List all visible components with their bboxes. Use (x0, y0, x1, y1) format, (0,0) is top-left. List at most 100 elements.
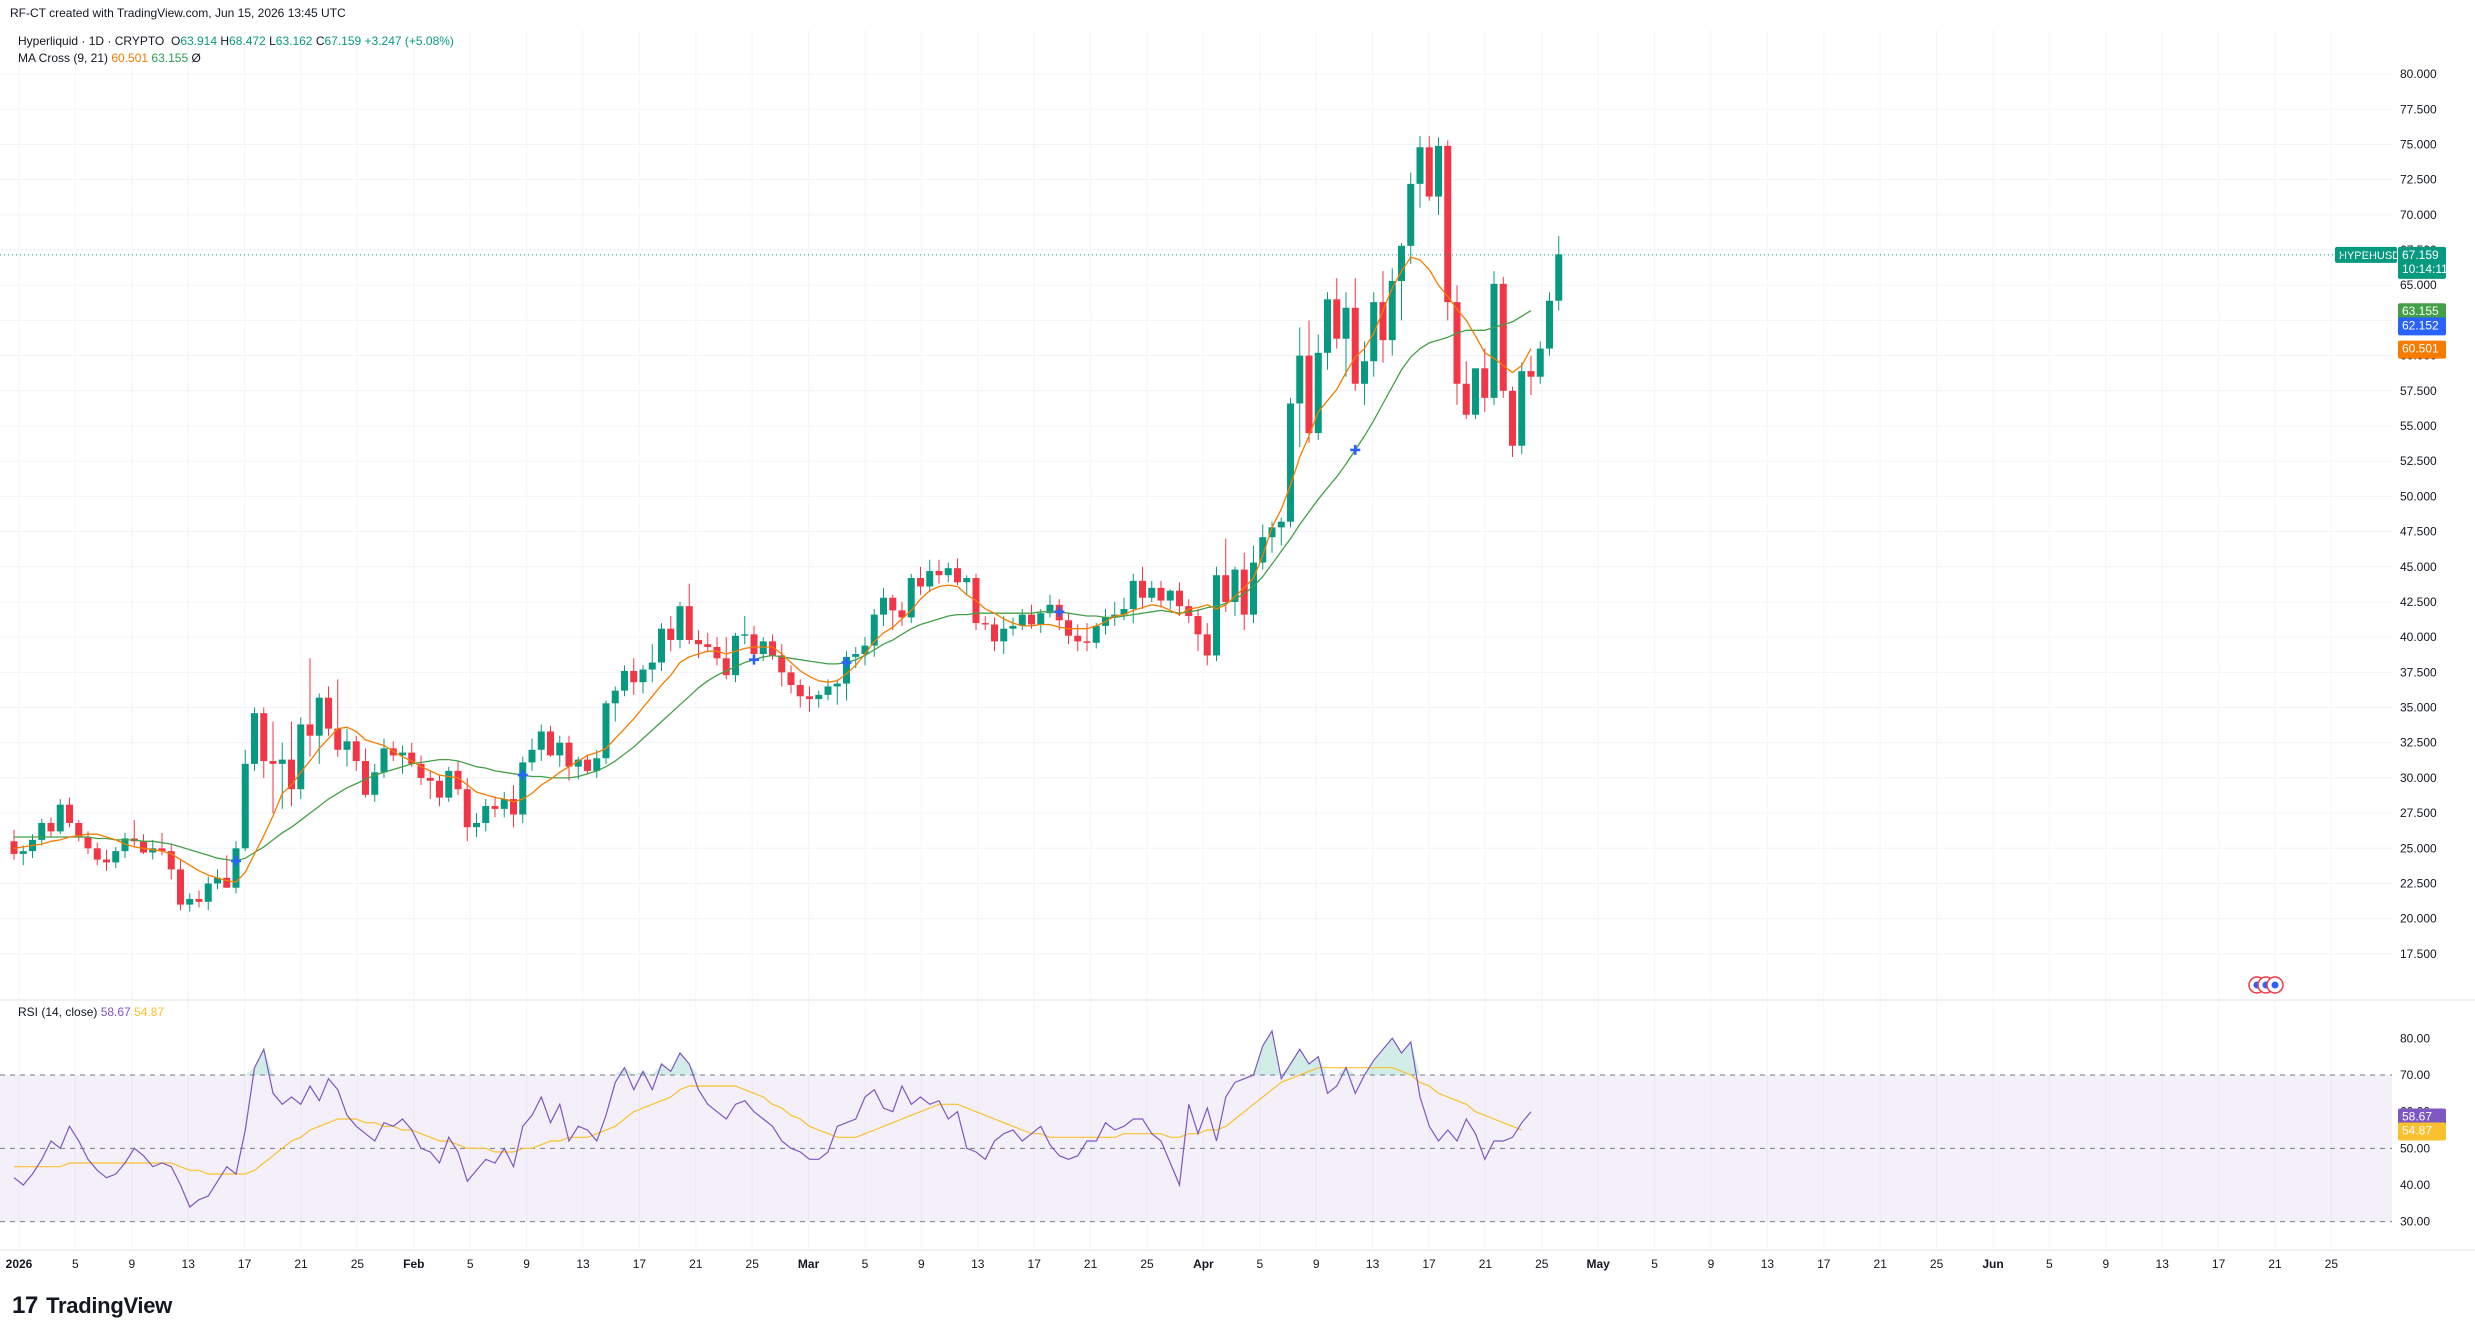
candle-body (1185, 606, 1193, 617)
candle-body (334, 728, 342, 750)
candle-body (880, 597, 887, 615)
cross-tag-bg (2398, 317, 2446, 336)
time-axis: 2026 5 9 13 17 21 25 Feb 5 9 13 17 21 25 Mar 5 9 13 17 21 25… (0, 1249, 2475, 1271)
created-with-caption: RF-CT created with TradingView.com, Jun … (10, 6, 346, 20)
candle-body (713, 647, 721, 659)
cross-marker (1350, 444, 1361, 455)
candle-body (269, 761, 277, 764)
price-tick-label: 17.500 (2400, 947, 2437, 961)
candle-body (639, 669, 647, 683)
rsi-overbought-fill (633, 1071, 643, 1075)
rsi-tick-label: 70.00 (2400, 1068, 2430, 1082)
candle-body (1305, 355, 1313, 434)
candle-body (1536, 348, 1544, 377)
candle-body (56, 804, 64, 832)
ma-fast-line (13, 256, 1532, 883)
candle-body (611, 690, 619, 704)
price-tick-label: 80.000 (2400, 67, 2437, 81)
rsi-tag-bg (2398, 1108, 2446, 1127)
candle-body (223, 877, 231, 888)
candle-body (482, 806, 490, 823)
time-tick-label: 13 (182, 1257, 196, 1271)
price-tick-label: 50.000 (2400, 489, 2437, 503)
ohlc-o-label: O (170, 34, 181, 48)
time-tick-label: 21 (1479, 1257, 1493, 1271)
candle-body (1527, 371, 1535, 377)
time-tick-label: 17 (2212, 1257, 2226, 1271)
candle-body (251, 713, 258, 764)
candle-body (214, 877, 221, 884)
rsi-tick-label: 40.00 (2400, 1178, 2430, 1192)
candle-body (870, 614, 878, 646)
time-tick-label: 9 (1708, 1257, 1715, 1271)
candle-body (1388, 281, 1396, 341)
rsi-overbought-fill (245, 1067, 255, 1075)
time-tick-label: 5 (72, 1257, 79, 1271)
rsi-legend[interactable]: RSI (14, close) 58.67 54.87 (18, 1005, 164, 1019)
candle-body (1509, 390, 1516, 446)
ma-cross-legend[interactable]: MA Cross (9, 21) 60.501 63.155 Ø (18, 51, 201, 65)
rsi-overbought-fill (1318, 1056, 1328, 1075)
candle-body (278, 759, 286, 764)
candle-body (1379, 302, 1387, 341)
candle-body (584, 759, 591, 771)
price-tick-label: 20.000 (2400, 912, 2437, 926)
rsi-overbought-fill (1299, 1049, 1309, 1075)
last-price-tag-bg (2398, 246, 2446, 279)
time-tick-label: 9 (918, 1257, 925, 1271)
candle-body (352, 741, 360, 762)
candle-body (445, 770, 453, 798)
time-tick-label: 5 (1256, 1257, 1263, 1271)
tradingview-logo-icon: 17 (12, 1292, 39, 1319)
candle-body (1028, 614, 1035, 625)
candle-body (833, 683, 841, 687)
candle-body (463, 789, 471, 828)
ohlc-c-label: C (315, 34, 325, 48)
time-tick-label: 17 (238, 1257, 252, 1271)
price-tick-label: 35.000 (2400, 701, 2437, 715)
candle-body (426, 777, 434, 781)
candle-body (537, 731, 545, 750)
candle-body (1361, 361, 1368, 384)
rsi-tag: 58.67 (2402, 1110, 2432, 1124)
candle-body (1018, 614, 1026, 626)
candle-body (112, 851, 120, 863)
candle-body (547, 731, 554, 756)
candle-body (149, 848, 157, 853)
ma-cross-suffix: Ø (191, 51, 201, 65)
cross-marker (517, 770, 528, 781)
rsi-value: 58.67 (100, 1005, 131, 1019)
candle-body (1166, 590, 1174, 601)
ohlc-change: +3.247 (+5.08%) (364, 34, 454, 48)
candle-body (1342, 307, 1350, 339)
ohlc-low: 63.162 (275, 34, 313, 48)
candle-body (1546, 300, 1553, 349)
price-tick-label: 42.500 (2400, 595, 2437, 609)
ohlc-legend[interactable]: Hyperliquid · 1D · CRYPTO O63.914 H68.47… (18, 34, 454, 48)
symbol-tag: HYPEHUSD (2339, 250, 2400, 262)
rsi-overbought-fill (1383, 1038, 1393, 1075)
candle-body (1065, 620, 1072, 636)
candle-body (454, 770, 462, 790)
time-tick-label: 25 (351, 1257, 365, 1271)
candle-body (528, 749, 536, 763)
candle-body (75, 822, 83, 838)
candle-body (297, 724, 305, 790)
candle-body (824, 686, 832, 695)
candle-body (1157, 587, 1165, 601)
time-tick-label: Jun (1982, 1257, 2003, 1271)
rsi-panel (0, 1074, 2392, 1223)
candle-body (1407, 183, 1415, 246)
price-tick-label: 32.500 (2400, 736, 2437, 750)
time-tick-label: 13 (971, 1257, 985, 1271)
ma-slow-line (14, 310, 1532, 862)
time-tick-label: 13 (1366, 1257, 1380, 1271)
candle-body (306, 724, 314, 736)
candle-body (1148, 587, 1156, 598)
price-tick-label: 65.000 (2400, 278, 2437, 292)
ma-fast-value: 60.501 (111, 51, 149, 65)
candle-body (399, 752, 406, 756)
time-tick-label: 17 (1028, 1257, 1042, 1271)
candle-body (1037, 613, 1045, 625)
